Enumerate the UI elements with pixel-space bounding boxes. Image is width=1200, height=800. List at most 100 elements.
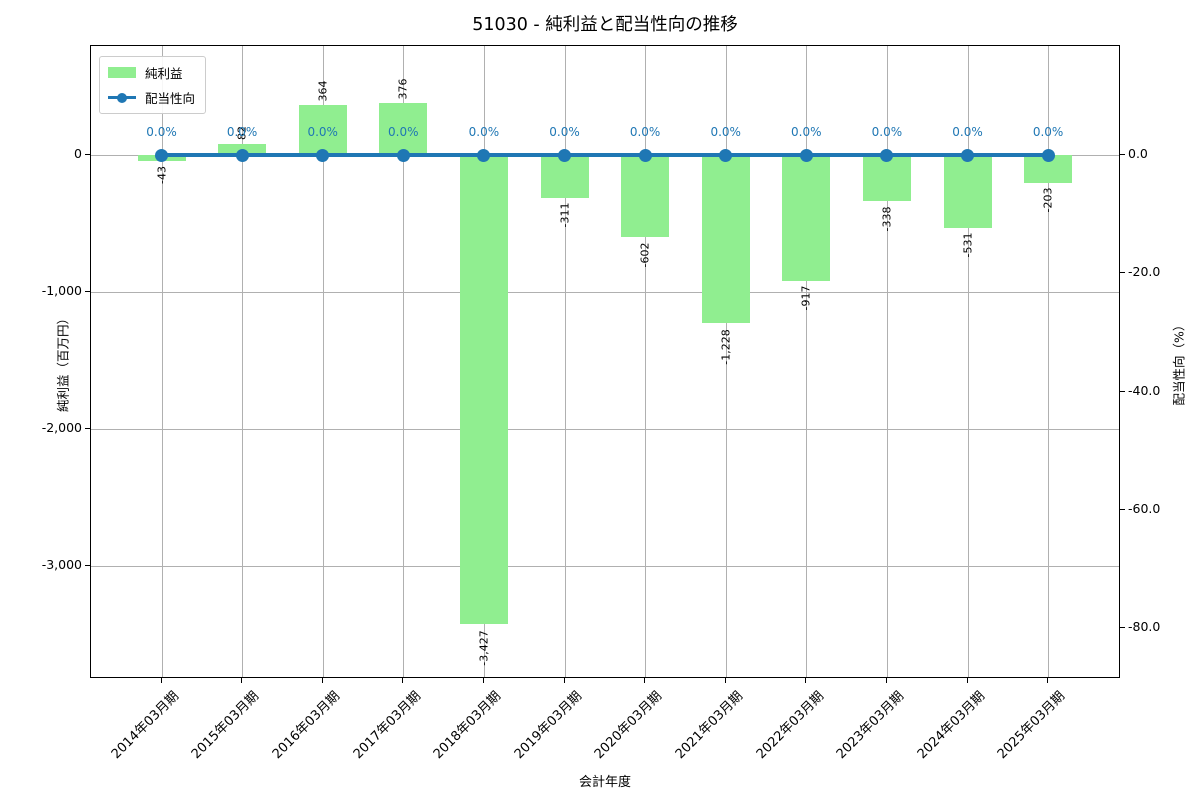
payout-pct-label: 0.0% [791,125,822,139]
grid-line-vertical [161,46,163,677]
y-tick-label-left: -3,000 [41,557,82,572]
x-tick-label: 2025年03月期 [995,688,1069,763]
x-tick-mark [724,678,726,683]
y-tick-label-left: 0 [74,146,82,161]
payout-pct-label: 0.0% [468,125,500,139]
x-tick-label: 2023年03月期 [834,688,908,763]
x-tick-mark [482,678,484,683]
x-tick-label: 2016年03月期 [269,688,344,763]
bar-value-label: -338 [880,206,894,232]
payout-pct-label: 0.0% [388,125,419,139]
y-tick-label-right: -20.0 [1128,264,1161,280]
bar-value-label: -531 [961,232,974,258]
grid-line-vertical [564,46,566,677]
plot-area: -43 0.0% 82 0.0% 364 0.0% 376 0.0% -3,427 0.0% -31… [90,45,1120,678]
grid-line-horizontal [91,566,1119,567]
grid-line-vertical [725,46,727,677]
x-tick-mark [241,678,243,683]
grid-line-vertical [322,46,324,677]
payout-ratio-marker [1041,148,1055,162]
payout-ratio-marker [558,148,571,162]
grid-line-vertical [806,46,808,677]
x-tick-label: 2022年03月期 [753,688,827,763]
x-tick-label: 2019年03月期 [511,688,585,763]
y-tick-mark-right [1120,390,1125,392]
x-tick-label: 2024年03月期 [914,688,988,763]
x-tick-label: 2018年03月期 [431,688,505,763]
y-tick-mark-left [85,428,90,429]
bar-value-label: 376 [396,78,410,100]
payout-pct-label: 0.0% [629,125,661,139]
y-tick-mark-right [1120,272,1125,274]
payout-pct-label: 0.0% [226,125,258,139]
bar-value-label: -311 [558,202,571,228]
x-tick-label: 2015年03月期 [189,688,263,763]
x-tick-mark [563,678,565,683]
bar-net-income [540,155,589,198]
payout-pct-label: 0.0% [1032,125,1064,139]
y-tick-label-left: -2,000 [41,420,82,435]
x-tick-mark [966,678,968,683]
x-tick-mark [805,678,807,683]
x-tick-label: 2017年03月期 [350,688,424,763]
payout-pct-label: 0.0% [710,125,741,139]
legend: 純利益 配当性向 [99,56,207,114]
x-tick-label: 2021年03月期 [672,688,747,763]
x-tick-label: 2020年03月期 [592,688,666,763]
payout-ratio-marker [638,148,652,162]
x-tick-mark [321,678,323,683]
legend-item-payout-ratio: 配当性向 [108,88,195,107]
payout-pct-label: 0.0% [952,125,983,139]
payout-ratio-marker [396,148,410,162]
grid-line-vertical [242,46,244,677]
x-tick-mark [160,678,162,683]
bar-value-label: -917 [799,285,813,311]
x-axis-label: 会計年度 [578,775,631,790]
bar-net-income [379,103,428,155]
bar-value-label: -3,427 [477,630,491,666]
y-axis-label-left: 純利益（百万円） [55,311,71,413]
grid-line-vertical [403,46,405,677]
payout-ratio-marker [235,148,249,162]
legend-item-net-income: 純利益 [108,63,195,82]
y-tick-mark-right [1120,627,1125,628]
payout-ratio-marker [799,148,813,162]
y-tick-mark-right [1120,508,1125,510]
x-tick-mark [885,678,887,683]
bar-value-label: 364 [316,80,330,102]
x-tick-mark [402,678,404,683]
y-tick-label-right: -60.0 [1128,500,1161,516]
bar-net-income [298,105,347,155]
grid-line-horizontal [91,292,1119,293]
payout-ratio-line [161,153,1049,157]
y-axis-label-right: 配当性向（%） [1171,318,1187,406]
grid-line-vertical [645,46,647,677]
y-tick-label-right: 0.0 [1128,146,1148,161]
payout-pct-label: 0.0% [307,125,338,139]
grid-line-vertical [1048,46,1050,677]
y-tick-label-right: -40.0 [1128,382,1161,398]
bar-value-label: -1,228 [719,329,733,365]
payout-ratio-marker [719,148,733,162]
y-tick-mark-left [85,154,90,155]
payout-ratio-marker [880,148,894,162]
legend-label-payout-ratio: 配当性向 [145,91,196,106]
bar-value-label: -43 [155,166,168,185]
payout-ratio-marker [316,148,330,162]
y-tick-label-right: -80.0 [1128,619,1161,634]
bar-net-income [459,155,508,625]
payout-ratio-marker [155,148,168,162]
y-tick-mark-left [85,291,90,292]
grid-line-vertical [886,46,888,677]
y-tick-mark-right [1120,154,1125,155]
bar-net-income [943,155,992,228]
payout-ratio-marker [477,148,491,162]
bar-net-income [621,155,670,238]
x-tick-mark [644,678,646,683]
payout-pct-label: 0.0% [549,125,580,139]
bar-value-label: -602 [638,242,652,268]
payout-pct-label: 0.0% [146,125,177,139]
bar-value-label: -203 [1041,187,1055,213]
y-tick-label-left: -1,000 [41,283,82,298]
